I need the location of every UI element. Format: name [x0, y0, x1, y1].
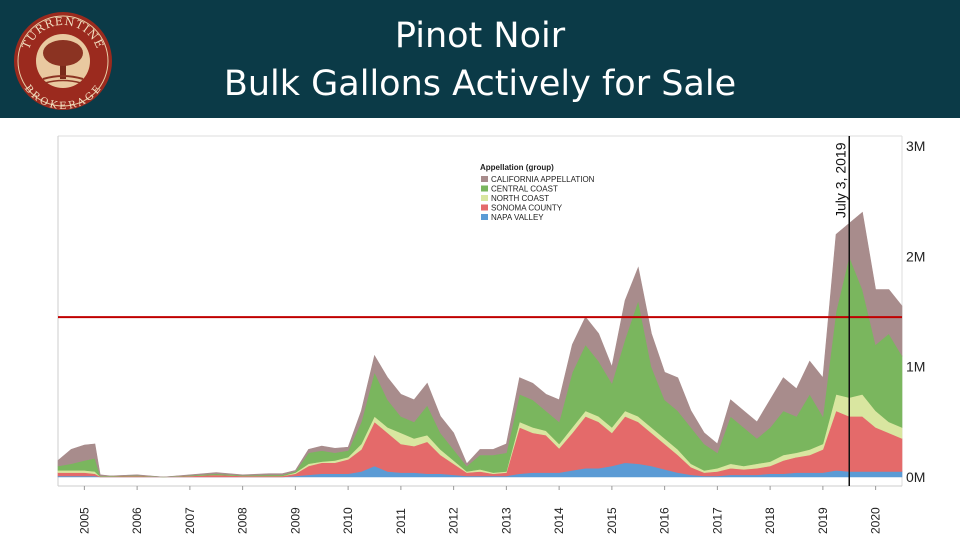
- title-banner: TURRENTINE BROKERAGE Pinot Noir Bulk Gal…: [0, 0, 960, 118]
- chart-title: Pinot Noir Bulk Gallons Actively for Sal…: [0, 12, 960, 108]
- x-tick-label: 2019: [816, 507, 830, 534]
- x-tick-label: 2009: [288, 507, 302, 534]
- y-tick-label: 2M: [906, 248, 925, 264]
- legend-item: NAPA VALLEY: [491, 213, 544, 222]
- x-tick-label: 2007: [183, 507, 197, 534]
- legend-item: CALIFORNIA APPELLATION: [491, 175, 595, 184]
- y-tick-label: 3M: [906, 138, 925, 154]
- y-tick-label: 1M: [906, 359, 925, 375]
- x-tick-label: 2010: [341, 507, 355, 534]
- legend-title: Appellation (group): [480, 163, 554, 172]
- x-tick-label: 2018: [763, 507, 777, 534]
- legend: Appellation (group) CALIFORNIA APPELLATI…: [480, 163, 595, 222]
- legend-swatch: [481, 214, 488, 220]
- x-tick-label: 2006: [130, 507, 144, 534]
- area-central-coast: [57, 255, 903, 478]
- legend-item: SONOMA COUNTY: [491, 204, 563, 213]
- legend-item: NORTH COAST: [491, 194, 549, 203]
- x-tick-label: 2008: [236, 507, 250, 534]
- x-tick-label: 2014: [552, 507, 566, 534]
- legend-swatch: [481, 176, 488, 182]
- legend-swatch: [481, 185, 488, 192]
- title-line-2: Bulk Gallons Actively for Sale: [223, 64, 737, 104]
- legend-item: CENTRAL COAST: [491, 185, 558, 194]
- y-axis-ticks: 0M 1M 2M 3M: [906, 138, 925, 485]
- x-tick-label: 2012: [447, 507, 461, 534]
- x-tick-label: 2016: [658, 507, 672, 534]
- x-tick-label: 2005: [77, 507, 91, 534]
- x-tick-label: 2020: [869, 507, 883, 534]
- legend-swatch: [481, 204, 488, 211]
- x-tick-label: 2013: [499, 507, 513, 534]
- x-tick-label: 2015: [605, 507, 619, 534]
- title-line-1: Pinot Noir: [394, 16, 566, 56]
- reference-line-group: July 3, 2019: [58, 136, 902, 486]
- x-tick-label: 2011: [394, 508, 408, 534]
- x-axis-ticks: 2005 2006 2007 2008 2009 2010 2011 2012 2013 2014…: [77, 486, 883, 534]
- x-tick-label: 2017: [710, 507, 724, 534]
- area-series-group: [57, 211, 903, 478]
- legend-swatch: [481, 195, 488, 201]
- area-california-appellation: [57, 211, 903, 478]
- turrentine-brokerage-logo: TURRENTINE BROKERAGE: [14, 12, 112, 111]
- annotation-label: July 3, 2019: [832, 142, 848, 218]
- y-tick-label: 0M: [906, 469, 925, 485]
